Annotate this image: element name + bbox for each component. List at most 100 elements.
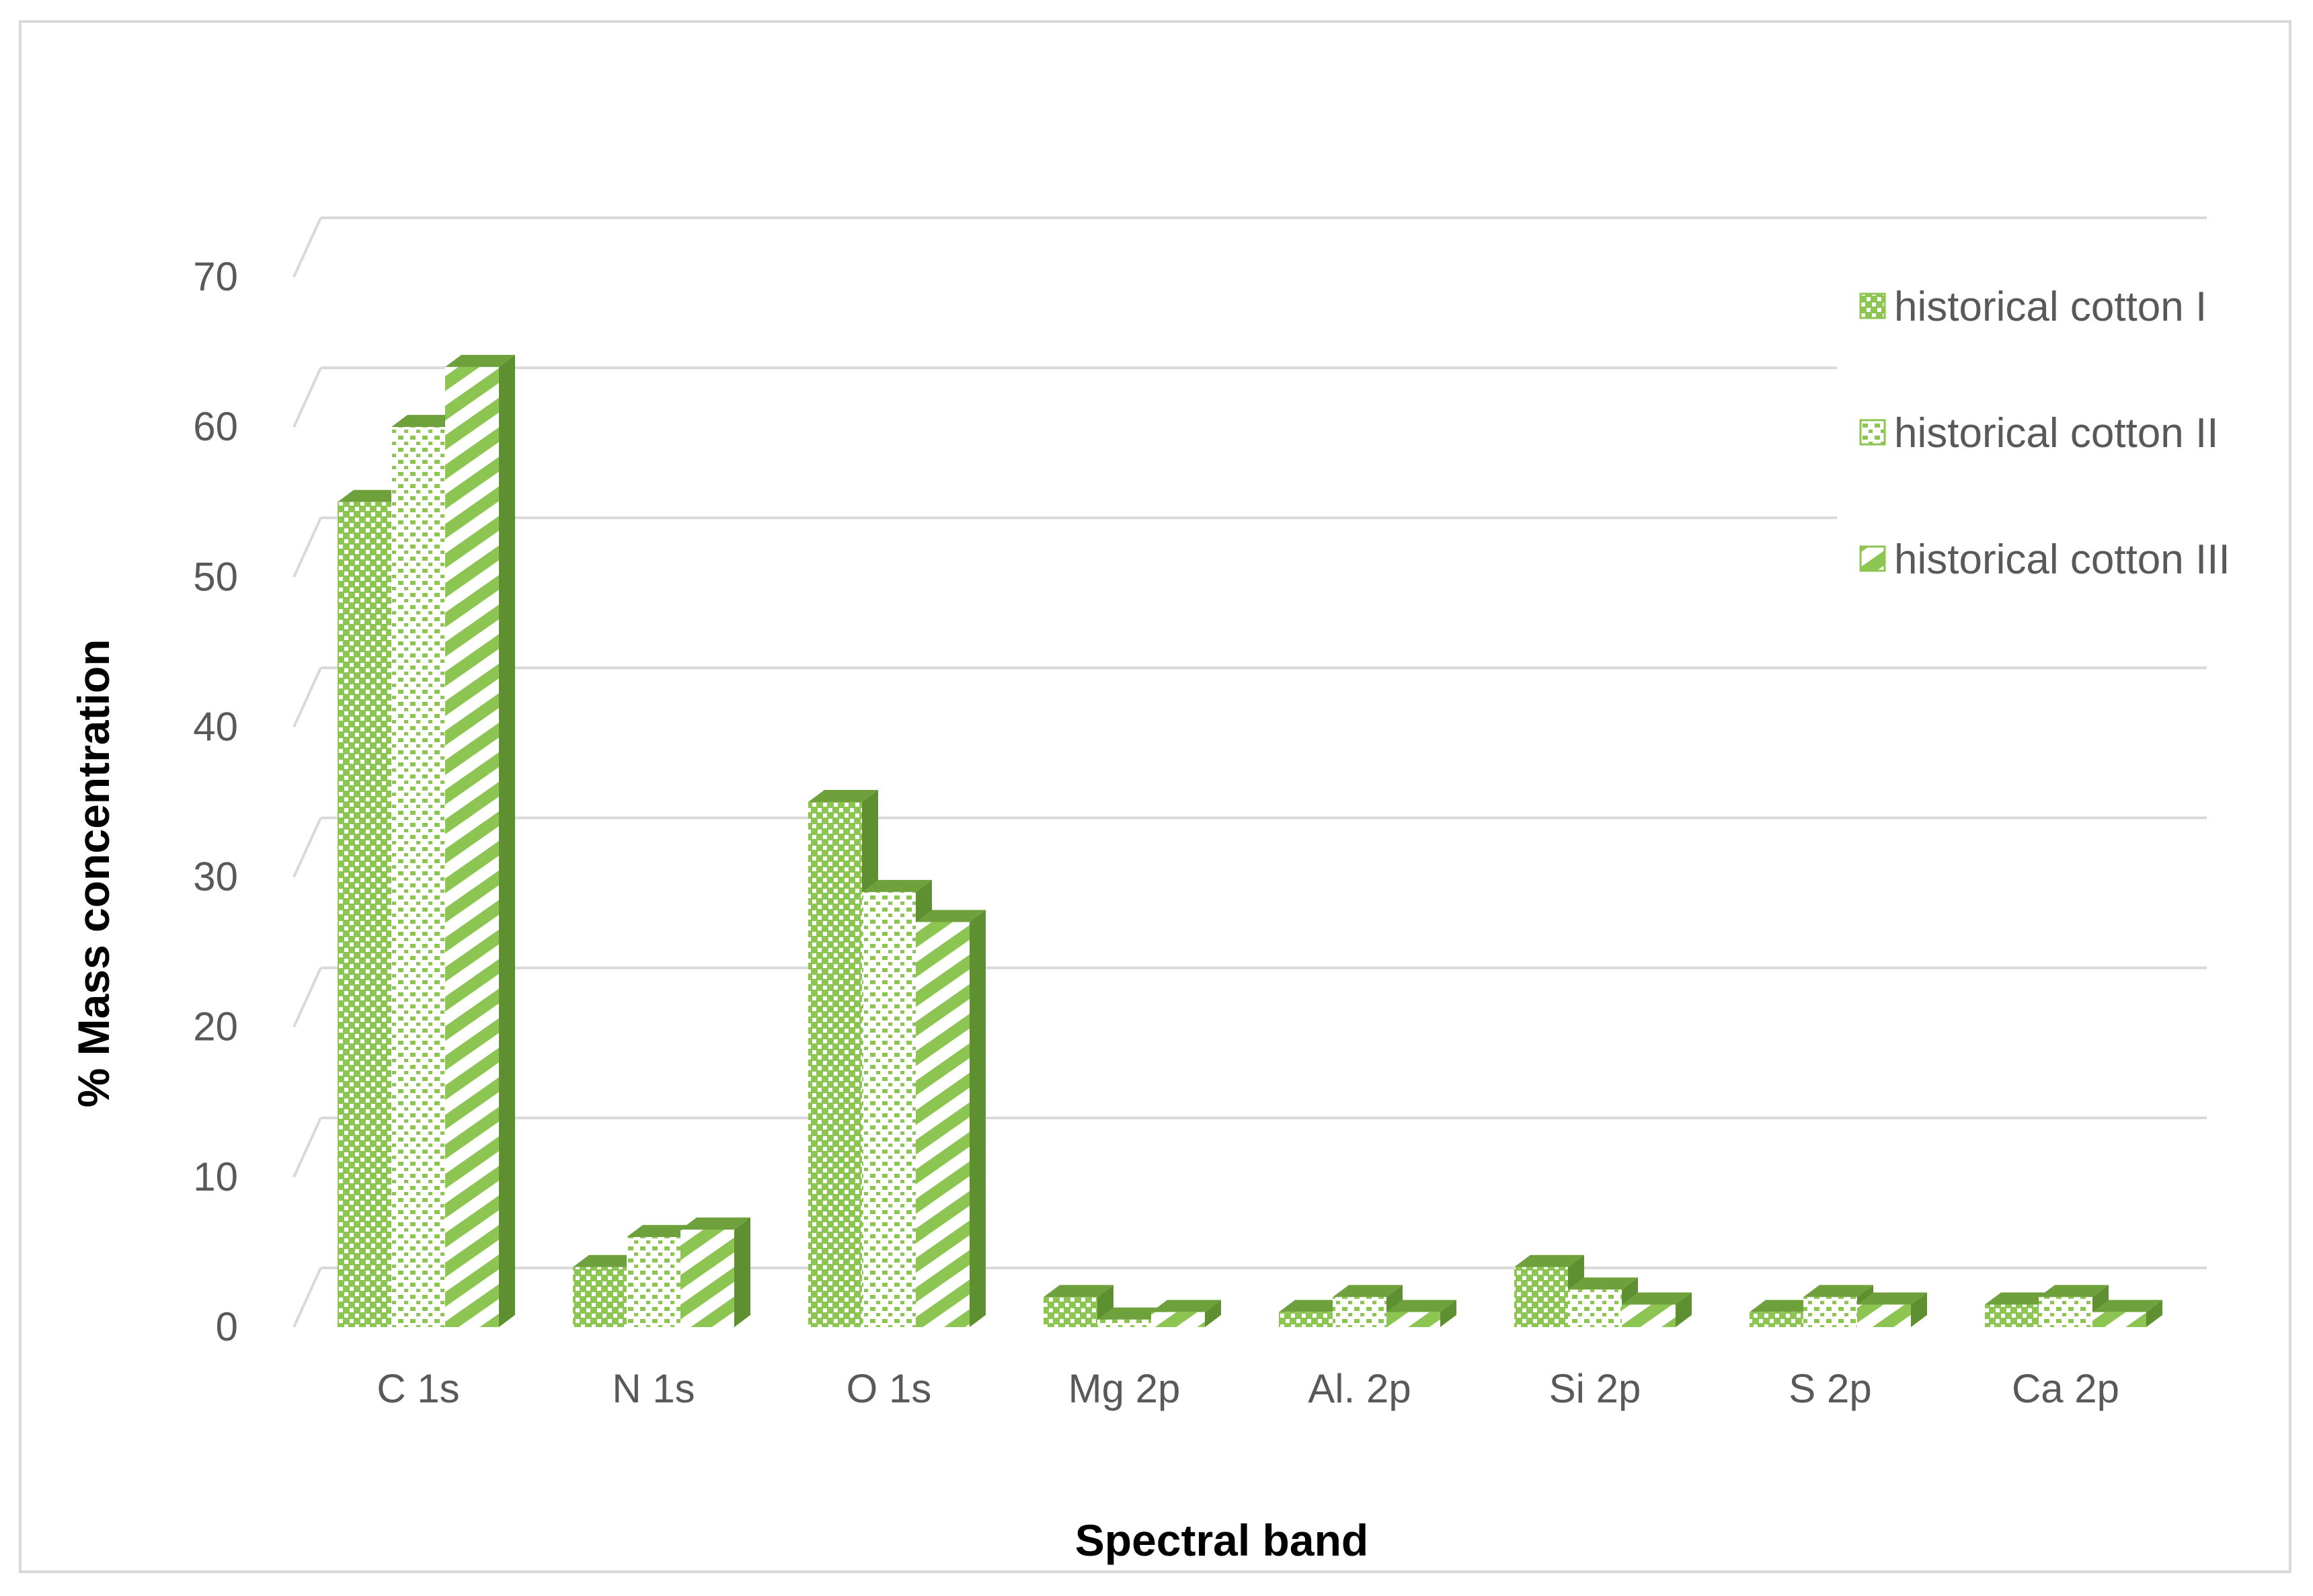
bar-top (1386, 1300, 1456, 1312)
bar-front (680, 1229, 734, 1327)
bar-top (445, 354, 515, 367)
legend: historical cotton I historical cotton II h… (1837, 251, 2281, 628)
x-tick-label: O 1s (847, 1366, 932, 1411)
bar-front (1985, 1304, 2039, 1327)
legend-swatch (1859, 419, 1886, 446)
bar-top (808, 790, 878, 802)
bar-front (391, 427, 445, 1328)
gridline-diagonal (292, 1267, 322, 1328)
bar-top (1514, 1254, 1584, 1267)
legend-label: historical cotton III (1894, 536, 2230, 583)
bar-front (573, 1267, 627, 1327)
bar-front (627, 1237, 680, 1327)
y-axis-title: % Mass concentration (69, 639, 118, 1108)
chart-plot: 0 10 20 30 40 50 60 70 C 1s N 1s O 1s Mg 2p Al. 2p S… (69, 216, 2281, 1565)
bar-top (862, 879, 932, 892)
gridline-diagonal (292, 967, 322, 1028)
bar-side (2146, 1300, 2162, 1327)
bar-top (1622, 1292, 1692, 1305)
bar-front (1097, 1319, 1151, 1327)
legend-label: historical cotton II (1894, 410, 2218, 456)
bar-top (680, 1217, 750, 1230)
gridline-diagonal (292, 217, 322, 278)
bar-top (2039, 1285, 2109, 1298)
bar-front (1857, 1304, 1911, 1327)
bar-front (1044, 1297, 1097, 1327)
bar-side (1205, 1300, 1221, 1327)
bar-side (1676, 1292, 1692, 1327)
x-axis-title: Spectral band (1075, 1515, 1368, 1565)
bar-top (2092, 1300, 2162, 1312)
x-tick-label: Ca 2p (2012, 1366, 2119, 1411)
bar-top (1750, 1300, 1819, 1312)
bar-top (1803, 1285, 1873, 1298)
bar-front (338, 502, 391, 1327)
bar-front (2039, 1297, 2092, 1327)
gridline-diagonal (292, 367, 322, 428)
bar-front (1333, 1297, 1386, 1327)
x-tick-label: Al. 2p (1308, 1366, 1411, 1411)
bar (680, 1217, 750, 1327)
gridline-diagonal (292, 817, 322, 878)
bar-top (627, 1225, 697, 1238)
bars (338, 354, 2162, 1328)
legend-background (1837, 251, 2281, 628)
bar-side (1440, 1300, 1456, 1327)
y-tick-label: 10 (193, 1154, 238, 1199)
bar-front (916, 922, 970, 1327)
bar-top (338, 489, 407, 502)
bar-front (445, 366, 499, 1327)
bar (1985, 1292, 2055, 1327)
bar-top (1151, 1300, 1221, 1312)
bar-top (1568, 1277, 1638, 1290)
gridline-diagonal (292, 1117, 322, 1178)
bar-top (1985, 1292, 2055, 1305)
bar-front (2092, 1312, 2146, 1327)
bar-front (1386, 1312, 1440, 1327)
gridline-diagonal (292, 667, 322, 728)
bar-top (916, 910, 986, 922)
y-axis-ticks: 0 10 20 30 40 50 60 70 (193, 254, 238, 1349)
legend-swatch (1859, 292, 1886, 319)
x-tick-label: Mg 2p (1068, 1366, 1181, 1411)
gridline-diagonal (292, 517, 322, 578)
bar-top (1333, 1285, 1403, 1298)
bar-front (1803, 1297, 1857, 1327)
bar (1622, 1292, 1692, 1327)
x-tick-label: S 2p (1789, 1366, 1871, 1411)
bar-top (1044, 1285, 1113, 1298)
bar (2092, 1300, 2162, 1327)
bar-top (1097, 1307, 1167, 1320)
bar-front (1514, 1267, 1568, 1327)
x-axis-ticks: C 1s N 1s O 1s Mg 2p Al. 2p Si 2p S 2p Ca 2p (377, 1366, 2119, 1411)
bar-front (1568, 1289, 1622, 1327)
y-tick-label: 70 (193, 254, 238, 299)
y-tick-label: 0 (216, 1304, 238, 1349)
bar-front (1279, 1312, 1333, 1327)
bar (1151, 1300, 1221, 1327)
y-tick-label: 60 (193, 404, 238, 449)
bar-front (808, 802, 862, 1327)
bar-side (1911, 1292, 1927, 1327)
bar-side (734, 1217, 750, 1327)
y-tick-label: 50 (193, 554, 238, 599)
bar-side (499, 354, 515, 1327)
y-tick-label: 30 (193, 854, 238, 900)
bar-side (970, 910, 986, 1327)
y-tick-label: 20 (193, 1004, 238, 1049)
bar-front (1151, 1312, 1205, 1327)
bar-top (391, 415, 461, 428)
bar (916, 910, 986, 1327)
legend-label: historical cotton I (1894, 284, 2207, 330)
legend-swatch (1859, 545, 1886, 572)
chart-frame: 0 10 20 30 40 50 60 70 C 1s N 1s O 1s Mg 2p Al. 2p S… (19, 20, 2291, 1573)
y-tick-label: 40 (193, 704, 238, 749)
x-tick-label: N 1s (612, 1366, 695, 1411)
bar-front (1750, 1312, 1803, 1327)
x-tick-label: Si 2p (1549, 1366, 1641, 1411)
bar-top (1279, 1300, 1349, 1312)
x-tick-label: C 1s (377, 1366, 459, 1411)
bar (1857, 1292, 1927, 1327)
bar (1386, 1300, 1456, 1327)
bar-top (1857, 1292, 1927, 1305)
